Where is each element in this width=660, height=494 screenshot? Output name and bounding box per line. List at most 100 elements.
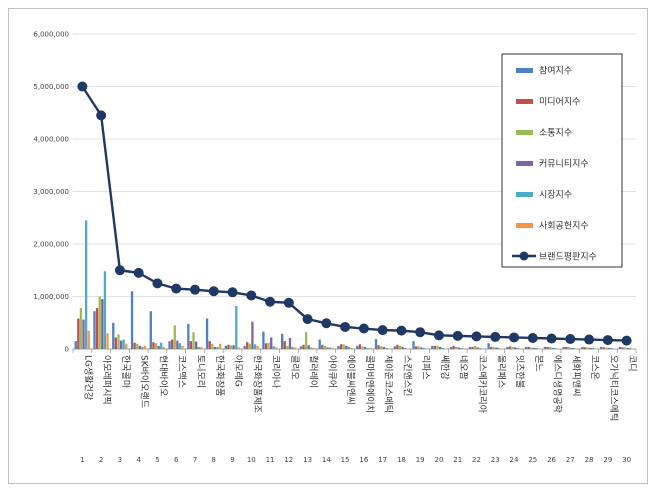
bar-2-시장지수: [103, 271, 107, 349]
bar-26-미디어지수: [546, 346, 549, 349]
line-point-13: [302, 314, 313, 325]
bar-1-소통지수: [79, 308, 83, 349]
rank-label: 22: [472, 456, 481, 464]
bar-16-사회공헌지수: [369, 347, 372, 349]
bar-7-소통지수: [192, 332, 195, 349]
bar-11-참여지수: [262, 331, 265, 349]
bar-17-소통지수: [380, 346, 383, 349]
category-label: 쎄한강: [439, 355, 450, 380]
category-label: 아모레G: [233, 355, 244, 387]
rank-label: 12: [284, 456, 293, 464]
bar-28-시장지수: [591, 347, 594, 349]
bar-20-미디어지수: [433, 345, 437, 349]
line-point-20: [433, 330, 444, 341]
rank-label: 15: [341, 456, 350, 464]
bar-4-소통지수: [136, 343, 139, 349]
bar-22-미디어지수: [471, 346, 474, 349]
category-label: LG생활건강: [82, 355, 94, 400]
y-tick-label: 0: [65, 346, 69, 354]
category-label: 세화피앤씨: [570, 355, 581, 396]
bar-17-커뮤니티지수: [382, 346, 385, 349]
rank-label: 26: [547, 456, 556, 464]
bar-25-미디어지수: [527, 346, 530, 349]
legend-label: 미디어지수: [539, 97, 580, 108]
bar-27-커뮤니티지수: [570, 347, 573, 349]
bar-11-사회공헌지수: [275, 347, 278, 349]
line-point-8: [208, 286, 219, 297]
bar-28-사회공헌지수: [594, 348, 597, 349]
bar-15-커뮤니티지수: [345, 345, 348, 349]
bar-10-소통지수: [248, 343, 251, 349]
bar-21-시장지수: [460, 347, 463, 349]
bar-30-시장지수: [629, 347, 632, 349]
bar-3-사회공헌지수: [125, 343, 128, 349]
bar-21-사회공헌지수: [462, 348, 466, 349]
bar-18-커뮤니티지수: [401, 346, 404, 349]
bar-16-미디어지수: [358, 344, 361, 349]
bar-18-사회공헌지수: [406, 348, 409, 349]
bar-24-시장지수: [516, 347, 519, 349]
rank-label: 29: [603, 456, 612, 464]
bar-15-미디어지수: [339, 344, 343, 349]
bar-9-커뮤니티지수: [232, 345, 235, 349]
bar-3-참여지수: [112, 322, 115, 349]
bar-14-커뮤니티지수: [326, 347, 329, 349]
rank-label: 24: [510, 456, 519, 464]
bar-28-소통지수: [586, 347, 589, 349]
bar-21-참여지수: [449, 346, 453, 349]
bar-4-참여지수: [130, 291, 134, 349]
bar-1-미디어지수: [77, 318, 80, 349]
legend-label: 사회공헌지수: [539, 221, 589, 232]
bar-29-참여지수: [600, 346, 603, 349]
bar-series: [74, 220, 635, 349]
line-point-4: [133, 267, 144, 278]
bar-29-커뮤니티지수: [607, 347, 611, 349]
category-label: SK바이오랜드: [139, 355, 150, 408]
bar-7-미디어지수: [189, 341, 193, 349]
y-tick-label: 1,000,000: [33, 293, 69, 301]
bar-27-소통지수: [567, 346, 571, 349]
legend-box: [501, 53, 623, 268]
bar-14-참여지수: [318, 339, 321, 349]
line-point-14: [321, 318, 332, 329]
bar-8-미디어지수: [208, 341, 211, 349]
bar-25-사회공헌지수: [537, 348, 541, 349]
bar-24-사회공헌지수: [519, 348, 522, 349]
bar-11-미디어지수: [264, 343, 268, 349]
bar-21-커뮤니티지수: [457, 347, 461, 349]
line-point-2: [96, 110, 107, 121]
bar-8-커뮤니티지수: [213, 346, 217, 349]
bar-30-커뮤니티지수: [626, 347, 629, 349]
legend-swatch: [516, 161, 533, 166]
bar-8-참여지수: [205, 318, 209, 349]
bar-30-참여지수: [618, 346, 622, 349]
bar-9-사회공헌지수: [237, 347, 241, 349]
axis-labels: 0 1,000,000 2,000,000 3,000,000 4,000,000 5,0…: [33, 31, 637, 465]
bar-2-소통지수: [98, 296, 101, 349]
bar-19-참여지수: [412, 341, 415, 349]
y-tick-label: 3,000,000: [33, 188, 69, 196]
brand-reputation-chart: 0 1,000,000 2,000,000 3,000,000 4,000,000 5,0…: [33, 31, 637, 465]
line-point-15: [340, 321, 351, 332]
bar-4-시장지수: [141, 346, 144, 349]
bar-7-시장지수: [197, 346, 200, 349]
line-point-30: [621, 335, 632, 346]
bar-28-커뮤니티지수: [589, 347, 592, 349]
legend-label: 브랜드평판지수: [539, 252, 597, 263]
bar-11-시장지수: [272, 346, 275, 349]
axes: [72, 348, 637, 353]
legend-swatch: [516, 192, 533, 197]
bar-20-사회공헌지수: [444, 348, 447, 349]
bar-13-참여지수: [299, 346, 303, 349]
bar-2-미디어지수: [95, 308, 99, 349]
bar-11-소통지수: [267, 342, 270, 349]
bar-3-커뮤니티지수: [119, 340, 123, 349]
bar-23-참여지수: [487, 343, 490, 349]
line-point-21: [452, 330, 463, 341]
bar-27-사회공헌지수: [575, 348, 578, 349]
bar-3-시장지수: [122, 339, 125, 349]
bar-10-참여지수: [243, 345, 246, 349]
category-label: 아모레퍼시픽: [101, 355, 112, 405]
legend-label: 참여지수: [539, 65, 572, 77]
